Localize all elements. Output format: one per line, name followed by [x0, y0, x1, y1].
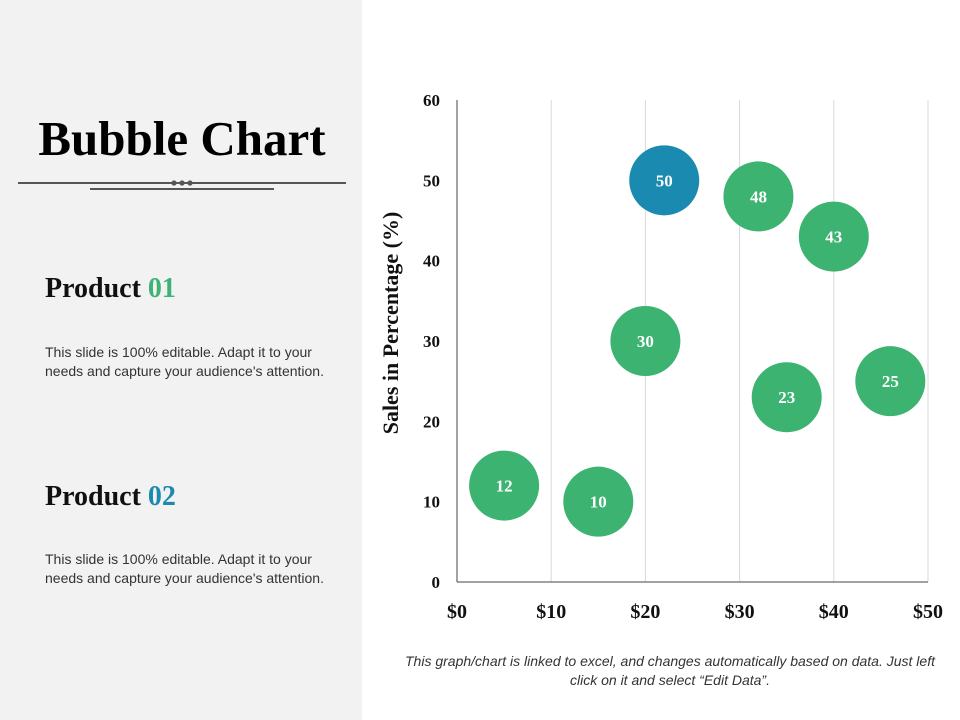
- product-02-heading: Product 02: [45, 480, 176, 514]
- bubble-label: 10: [590, 493, 607, 512]
- x-tick-label: $50: [913, 601, 943, 623]
- product-02-description: This slide is 100% editable. Adapt it to…: [45, 551, 324, 586]
- x-tick-label: $20: [630, 601, 660, 623]
- bubble: [751, 362, 822, 433]
- bubble: [610, 306, 681, 376]
- product-02-label: Product: [45, 481, 141, 512]
- bubble: [629, 145, 700, 216]
- x-tick-label: $30: [725, 601, 755, 623]
- x-tick-label: $0: [447, 601, 467, 623]
- slide-title: Bubble Chart: [38, 111, 326, 166]
- bubble-chart: 0 10 20 30 40 50 60 $0 $10 $20 $30 $40 $50 Sales in P…: [378, 91, 943, 623]
- y-tick-label: 20: [423, 412, 440, 431]
- y-tick-label: 60: [423, 91, 440, 110]
- bubble-label: 43: [825, 228, 842, 247]
- y-tick-label: 50: [423, 171, 440, 190]
- bubble: [798, 201, 869, 272]
- bubble: [855, 346, 926, 417]
- bubble-label: 23: [778, 388, 795, 407]
- bubble: [563, 466, 634, 537]
- bubble-label: 48: [750, 187, 767, 206]
- title-divider: [18, 180, 346, 190]
- x-tick-label: $40: [819, 601, 849, 623]
- product-01-label: Product: [45, 273, 141, 304]
- bubble-label: 12: [496, 477, 513, 496]
- bubble-label: 50: [656, 171, 673, 190]
- product-01-description: This slide is 100% editable. Adapt it to…: [45, 344, 324, 379]
- product-01-number: 01: [147, 273, 176, 304]
- y-tick-label: 30: [423, 332, 440, 351]
- bubble-label: 25: [882, 372, 899, 391]
- x-tick-label: $10: [536, 601, 566, 623]
- product-01-heading: Product 01: [45, 272, 176, 306]
- product-02-number: 02: [147, 481, 176, 512]
- y-tick-label: 0: [432, 573, 441, 592]
- sidebar-panel: [0, 0, 362, 720]
- chart-footnote: This graph/chart is linked to excel, and…: [405, 653, 935, 688]
- bubble: [723, 161, 794, 232]
- bubble-label: 30: [637, 332, 654, 351]
- y-tick-label: 40: [423, 252, 440, 271]
- bubble: [469, 450, 540, 521]
- y-tick-label: 10: [423, 493, 440, 512]
- y-axis-title: Sales in Percentage (%): [378, 212, 403, 435]
